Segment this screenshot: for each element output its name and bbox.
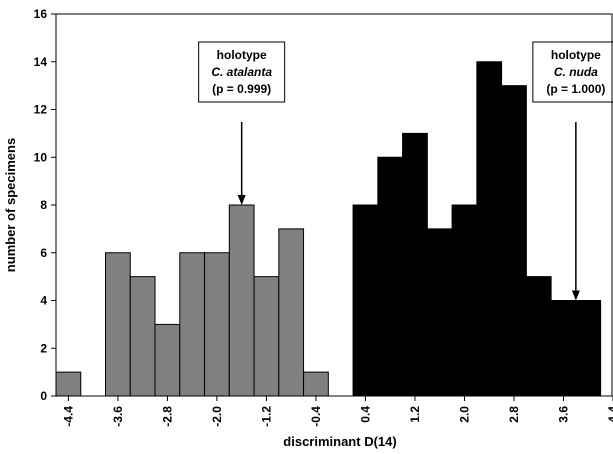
y-tick-label: 12 (34, 103, 48, 117)
x-tick-label: 0.4 (358, 406, 372, 423)
histogram-bar (228, 204, 255, 397)
x-tick-label: 2.0 (457, 406, 471, 423)
y-tick-label: 8 (40, 198, 47, 212)
histogram-bar (352, 204, 379, 397)
histogram-bar (550, 300, 577, 397)
histogram-bar (154, 323, 181, 397)
histogram-bar (253, 276, 280, 397)
y-tick-label: 14 (34, 55, 48, 69)
annotation-text: C. atalanta (211, 65, 272, 79)
histogram-bar (129, 276, 156, 397)
y-tick-label: 6 (40, 246, 47, 260)
y-tick-label: 4 (40, 294, 47, 308)
annotation-box (532, 41, 613, 103)
x-axis: -4.4 -3.6 -2.8 -2.0 -1.2 -0.4 0.4 1.2 2.0 2.8 3.6 4… (61, 396, 613, 427)
annotation-text: holotype (551, 48, 601, 62)
histogram-bars (55, 61, 602, 397)
annotation-box (198, 41, 286, 103)
annotation-text: (p = 1.000) (546, 82, 605, 96)
histogram-bar (451, 204, 478, 397)
histogram-bar (204, 252, 230, 397)
histogram-bar (525, 276, 552, 397)
histogram-bar (278, 228, 305, 397)
x-axis-title: discriminant D(14) (283, 434, 396, 449)
x-tick-label: 1.2 (408, 406, 422, 423)
x-tick-label: 3.6 (556, 406, 570, 423)
y-tick-label: 16 (34, 7, 48, 21)
histogram-bar (105, 252, 131, 397)
x-tick-label: -2.8 (160, 406, 174, 427)
x-tick-label: 4.4 (606, 406, 613, 423)
x-tick-label: -2.0 (210, 406, 224, 427)
x-tick-label: -1.2 (259, 406, 273, 427)
x-tick-label: -0.4 (309, 406, 323, 427)
annotation-text: C. nuda (554, 65, 598, 79)
y-tick-label: 10 (34, 150, 48, 164)
x-tick-label: -4.4 (61, 406, 75, 427)
x-tick-label: -3.6 (111, 406, 125, 427)
annotation-text: holotype (217, 48, 267, 62)
annotation-arrow-head (237, 195, 246, 205)
y-tick-label: 2 (40, 341, 47, 355)
histogram-bar (377, 156, 404, 397)
histogram-bar (402, 132, 428, 397)
histogram-bar (55, 371, 82, 397)
annotation-text: (p = 0.999) (212, 82, 271, 96)
annotation-arrow-head (571, 290, 580, 301)
y-tick-label: 0 (40, 389, 47, 403)
y-axis-title: number of specimens (3, 138, 18, 272)
histogram-bar (303, 371, 329, 397)
y-axis: 0 2 4 6 8 10 12 14 16 (34, 7, 56, 403)
plot-frame (55, 13, 613, 397)
histogram-bar (426, 228, 453, 397)
histogram-bar (179, 252, 206, 397)
annotations: holotype C. atalanta (p = 0.999) holotype C.… (198, 41, 613, 301)
x-tick-label: 2.8 (507, 406, 521, 423)
histogram-bar (476, 61, 503, 397)
histogram-bar (501, 85, 527, 397)
histogram-bar (575, 300, 602, 397)
